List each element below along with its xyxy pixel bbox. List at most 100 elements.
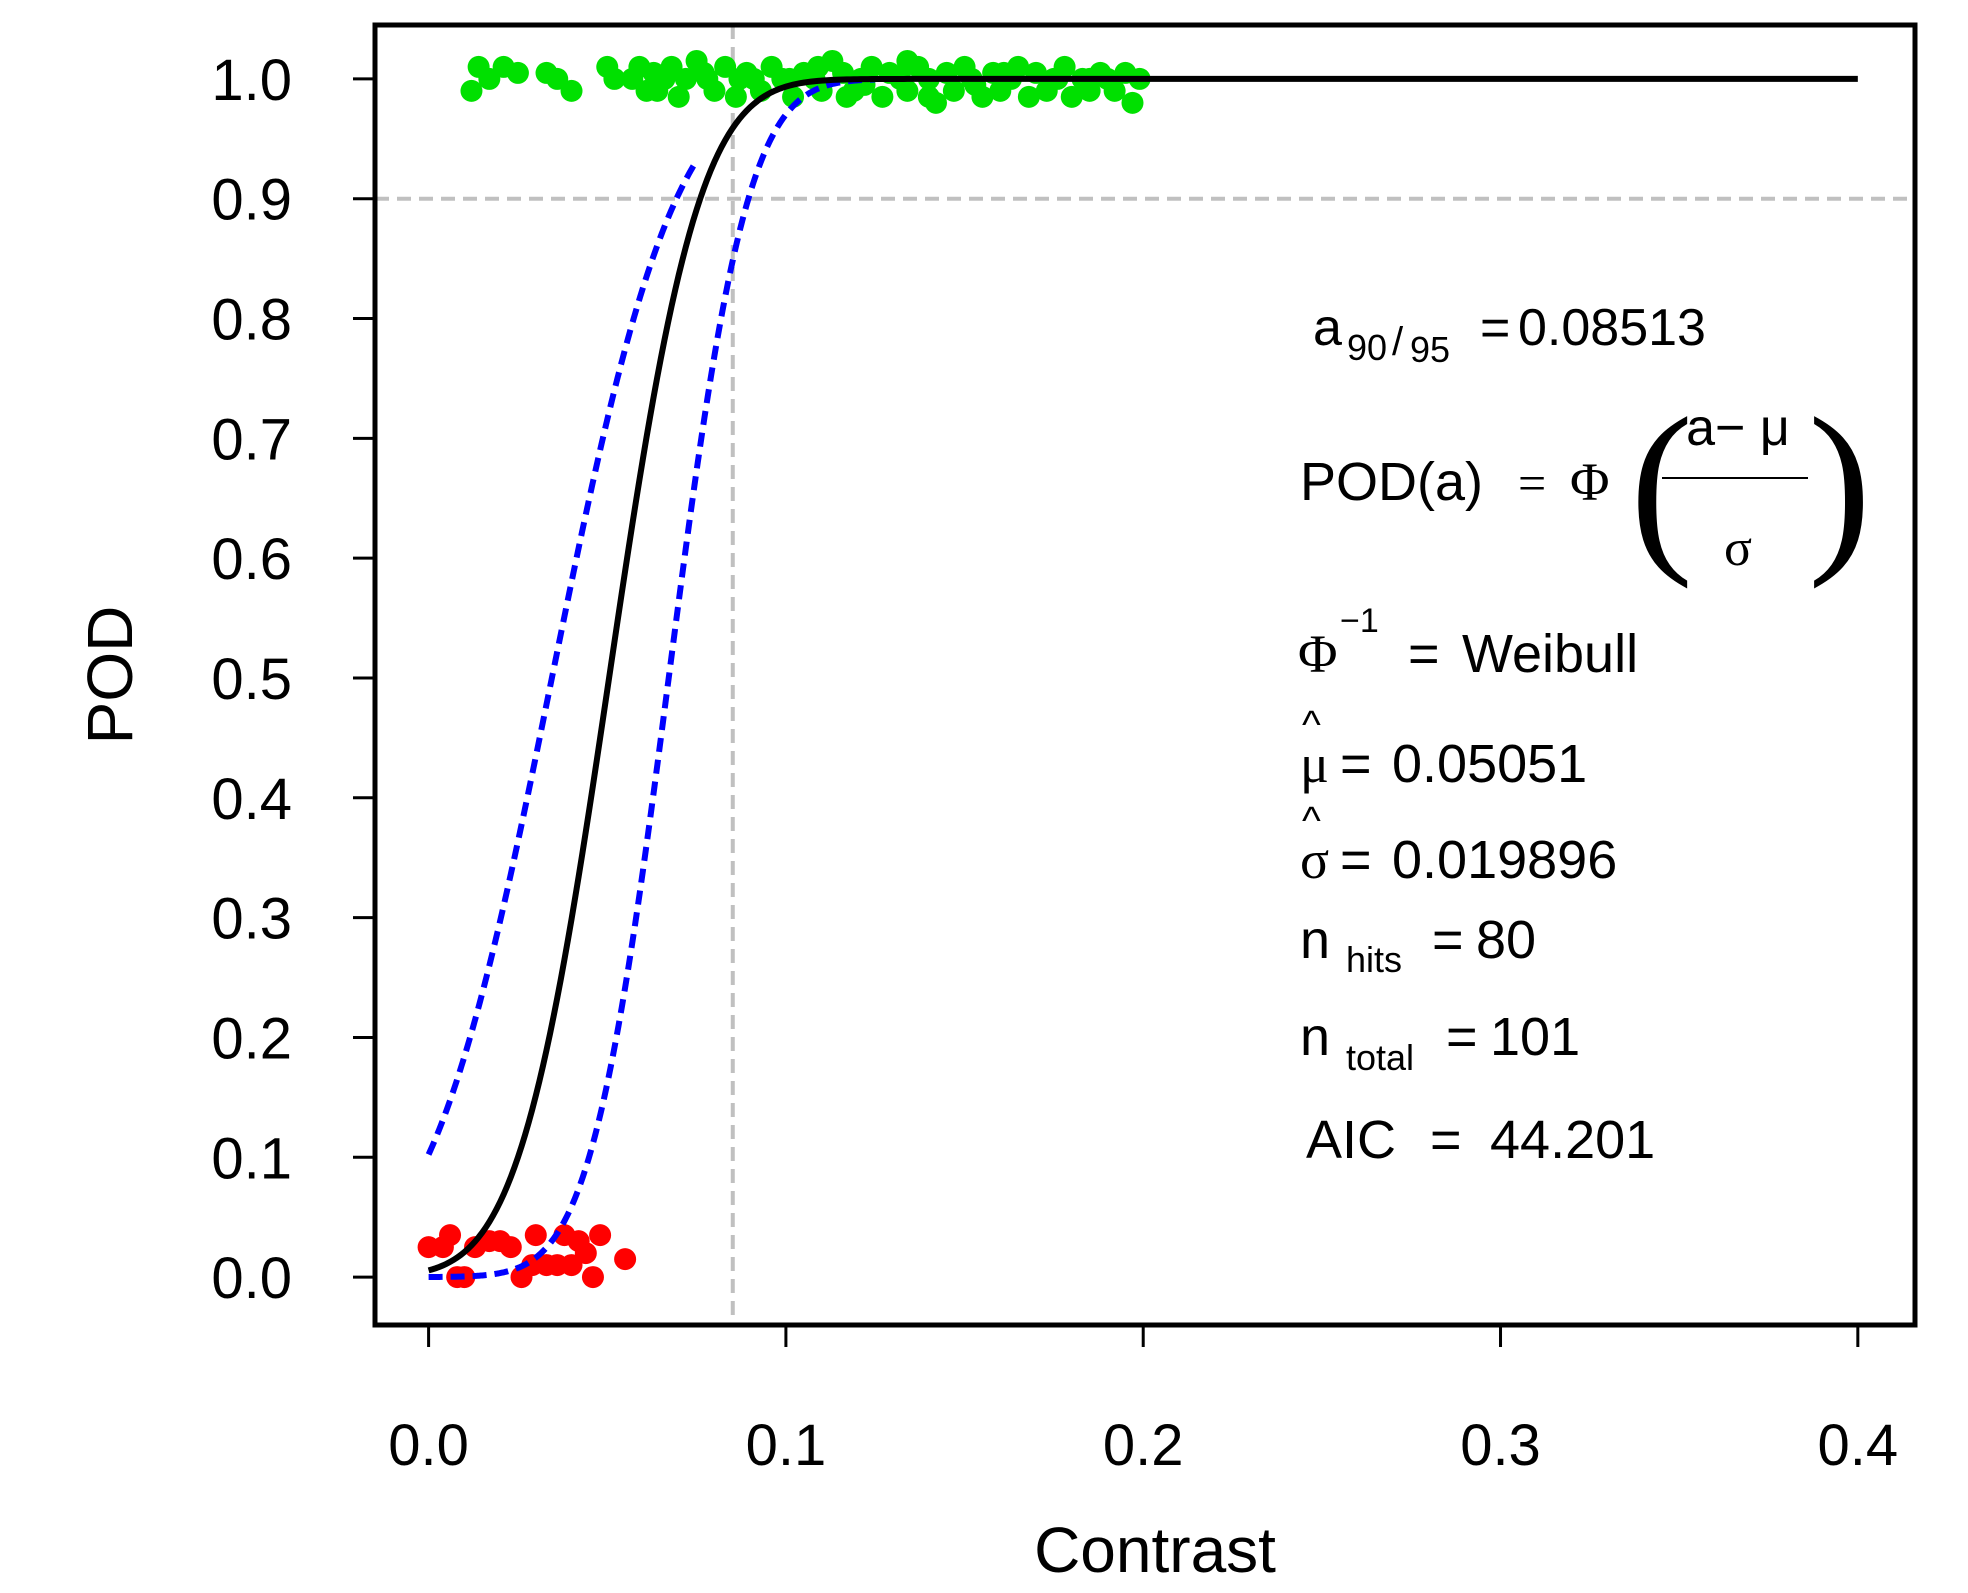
mu-hat-equals: = (1340, 734, 1372, 794)
sigma-hat-caret: ^ (1302, 799, 1321, 843)
mu-hat-caret: ^ (1302, 703, 1321, 747)
miss-point (614, 1248, 637, 1271)
hit-point (603, 67, 626, 90)
hit-point (667, 85, 690, 108)
aic-value: 44.201 (1490, 1110, 1655, 1170)
hit-point (560, 79, 583, 102)
n-hits-symbol: n (1300, 910, 1330, 970)
x-tick-label: 0.2 (1103, 1413, 1184, 1478)
y-axis-title: POD (74, 606, 146, 745)
mu-hat-annotation: ^ μ = 0.05051 (1300, 703, 1587, 794)
miss-point (439, 1224, 462, 1247)
n-hits-subscript: hits (1346, 939, 1402, 980)
hit-point (724, 85, 747, 108)
a90-95-value: 0.08513 (1518, 299, 1706, 357)
n-total-value: 101 (1490, 1007, 1580, 1067)
aic-equals: = (1430, 1110, 1462, 1170)
mu-hat-value: 0.05051 (1392, 734, 1587, 794)
pod-formula-equals: = (1518, 455, 1546, 511)
hit-point (942, 79, 965, 102)
hit-point (860, 55, 883, 78)
miss-point (524, 1224, 547, 1247)
pod-formula-left-paren: ( (1630, 380, 1693, 590)
hit-point (1121, 91, 1144, 114)
hit-point (1060, 85, 1083, 108)
hit-point (917, 85, 940, 108)
x-tick-label: 0.1 (746, 1413, 827, 1478)
y-tick-label: 0.3 (211, 887, 292, 952)
y-tick-label: 0.5 (211, 647, 292, 712)
hit-point (506, 61, 529, 84)
y-axis-ticks: 0.0 0.1 0.2 0.3 0.4 0.5 0.6 0.7 0.8 0.9 1.0 (211, 48, 375, 1311)
phi-inverse-equals: = (1408, 624, 1440, 684)
hit-point (896, 79, 919, 102)
n-total-subscript: total (1346, 1037, 1414, 1078)
sigma-hat-value: 0.019896 (1392, 830, 1617, 890)
aic-label: AIC (1306, 1110, 1396, 1170)
y-tick-label: 0.6 (211, 527, 292, 592)
hit-point (896, 49, 919, 72)
pod-formula-numerator: a− μ (1686, 399, 1790, 457)
miss-point (581, 1266, 604, 1289)
n-hits-annotation: n hits = 80 (1300, 910, 1536, 980)
sigma-hat-equals: = (1340, 830, 1372, 890)
x-tick-label: 0.4 (1818, 1413, 1899, 1478)
mu-hat-symbol: μ (1300, 734, 1329, 794)
n-hits-equals: = (1432, 910, 1464, 970)
phi-inverse-superscript: −1 (1340, 602, 1379, 640)
x-tick-label: 0.3 (1460, 1413, 1541, 1478)
pod-fit-curve (427, 75, 1858, 1274)
sigma-hat-annotation: ^ σ = 0.019896 (1300, 799, 1617, 890)
pod-formula: POD(a) = Φ ( a− μ σ ) (1300, 380, 1871, 590)
lower-confidence-curve (428, 76, 876, 1281)
a90-95-symbol: a (1313, 299, 1342, 357)
hit-point (460, 79, 483, 102)
sigma-hat-symbol: σ (1300, 830, 1329, 890)
plot-frame (372, 22, 1918, 1328)
upper-confidence-curve (425, 159, 700, 1156)
pod-formula-right-paren: ) (1808, 380, 1871, 590)
phi-inverse-symbol: Φ (1298, 624, 1337, 684)
miss-point (589, 1224, 612, 1247)
miss-point (574, 1242, 597, 1265)
y-tick-label: 0.4 (211, 767, 292, 832)
x-axis-ticks: 0.0 0.1 0.2 0.3 0.4 (388, 1325, 1898, 1478)
a90-95-slash: / (1392, 320, 1404, 364)
miss-point (499, 1236, 522, 1259)
y-tick-label: 1.0 (211, 48, 292, 113)
phi-inverse-value: Weibull (1462, 624, 1638, 684)
pod-formula-denominator: σ (1724, 520, 1752, 577)
phi-inverse-annotation: Φ −1 = Weibull (1298, 602, 1638, 684)
y-tick-label: 0.0 (211, 1246, 292, 1311)
pod-formula-phi: Φ (1570, 452, 1609, 512)
y-tick-label: 0.7 (211, 407, 292, 472)
hit-point (646, 79, 669, 102)
n-total-equals: = (1446, 1007, 1478, 1067)
n-hits-value: 80 (1476, 910, 1536, 970)
n-total-symbol: n (1300, 1007, 1330, 1067)
hit-point (871, 85, 894, 108)
a90-95-equals: = (1480, 299, 1510, 357)
pod-formula-lhs: POD(a) (1300, 452, 1483, 512)
y-tick-label: 0.9 (211, 168, 292, 233)
hit-point (835, 85, 858, 108)
y-tick-label: 0.2 (211, 1006, 292, 1071)
a90-95-annotation: a 90 / 95 = 0.08513 (1313, 299, 1706, 370)
y-tick-label: 0.8 (211, 288, 292, 353)
annotations: a 90 / 95 = 0.08513 POD(a) = Φ ( a− μ σ … (1298, 299, 1871, 1170)
hit-point (728, 67, 751, 90)
hit-point (674, 67, 697, 90)
a90-95-sub2: 95 (1410, 329, 1450, 370)
aic-annotation: AIC = 44.201 (1306, 1110, 1655, 1170)
hit-point (1103, 79, 1126, 102)
hit-point (807, 55, 830, 78)
n-total-annotation: n total = 101 (1300, 1007, 1580, 1078)
x-axis-title: Contrast (1034, 1514, 1276, 1586)
hit-point (1017, 85, 1040, 108)
hit-point (696, 67, 719, 90)
x-tick-label: 0.0 (388, 1413, 469, 1478)
a90-95-sub1: 90 (1347, 327, 1387, 368)
y-tick-label: 0.1 (211, 1126, 292, 1191)
